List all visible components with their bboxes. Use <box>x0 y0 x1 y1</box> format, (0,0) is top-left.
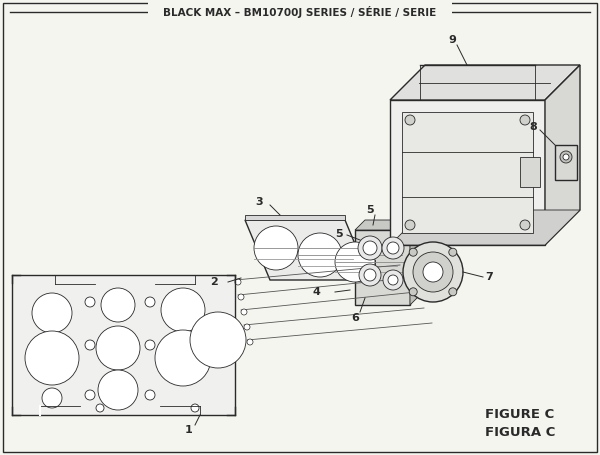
Polygon shape <box>410 220 420 305</box>
Circle shape <box>298 233 342 277</box>
Circle shape <box>363 241 377 255</box>
Circle shape <box>155 330 211 386</box>
Text: 2: 2 <box>210 277 218 287</box>
Polygon shape <box>360 260 375 272</box>
Polygon shape <box>390 65 580 100</box>
Circle shape <box>191 404 199 412</box>
Circle shape <box>409 248 417 256</box>
Circle shape <box>85 390 95 400</box>
Circle shape <box>85 340 95 350</box>
Circle shape <box>383 270 403 290</box>
Text: 6: 6 <box>351 313 359 323</box>
Circle shape <box>241 309 247 315</box>
Circle shape <box>563 154 569 160</box>
Circle shape <box>382 237 404 259</box>
Text: FIGURA C: FIGURA C <box>485 425 555 439</box>
Polygon shape <box>545 65 580 245</box>
Polygon shape <box>245 215 345 220</box>
Polygon shape <box>555 145 577 180</box>
Circle shape <box>449 288 457 296</box>
Circle shape <box>85 297 95 307</box>
Circle shape <box>423 262 443 282</box>
Circle shape <box>409 288 417 296</box>
Circle shape <box>98 370 138 410</box>
Circle shape <box>388 275 398 285</box>
Circle shape <box>145 390 155 400</box>
Text: 8: 8 <box>529 122 537 132</box>
Circle shape <box>413 252 453 292</box>
Circle shape <box>405 115 415 125</box>
Polygon shape <box>355 230 410 305</box>
Polygon shape <box>390 100 545 245</box>
Circle shape <box>238 294 244 300</box>
Text: 3: 3 <box>255 197 263 207</box>
Circle shape <box>520 220 530 230</box>
Text: 7: 7 <box>485 272 493 282</box>
Circle shape <box>254 226 298 270</box>
Circle shape <box>25 331 79 385</box>
Polygon shape <box>390 210 580 245</box>
Circle shape <box>403 242 463 302</box>
Text: 1: 1 <box>185 425 193 435</box>
Circle shape <box>449 248 457 256</box>
Circle shape <box>235 279 241 285</box>
Circle shape <box>161 288 205 332</box>
Text: FIGURE C: FIGURE C <box>485 409 554 421</box>
Circle shape <box>101 288 135 322</box>
Circle shape <box>387 242 399 254</box>
Circle shape <box>32 293 72 333</box>
Circle shape <box>244 324 250 330</box>
Text: 5: 5 <box>366 205 374 215</box>
Text: 5: 5 <box>335 229 343 239</box>
Polygon shape <box>520 157 540 187</box>
Circle shape <box>190 312 246 368</box>
Circle shape <box>42 388 62 408</box>
Circle shape <box>96 404 104 412</box>
Polygon shape <box>402 112 533 233</box>
Circle shape <box>145 340 155 350</box>
Circle shape <box>247 339 253 345</box>
Polygon shape <box>355 220 420 230</box>
Polygon shape <box>12 275 235 415</box>
Polygon shape <box>245 220 370 280</box>
Circle shape <box>560 151 572 163</box>
Text: BLACK MAX – BM10700J SERIES / SÉRIE / SERIE: BLACK MAX – BM10700J SERIES / SÉRIE / SE… <box>163 6 437 18</box>
Circle shape <box>358 236 382 260</box>
Circle shape <box>145 297 155 307</box>
Circle shape <box>359 264 381 286</box>
Circle shape <box>364 269 376 281</box>
Circle shape <box>335 242 375 282</box>
Text: 4: 4 <box>312 287 320 297</box>
Circle shape <box>405 220 415 230</box>
Text: 9: 9 <box>448 35 456 45</box>
Circle shape <box>520 115 530 125</box>
Circle shape <box>96 326 140 370</box>
